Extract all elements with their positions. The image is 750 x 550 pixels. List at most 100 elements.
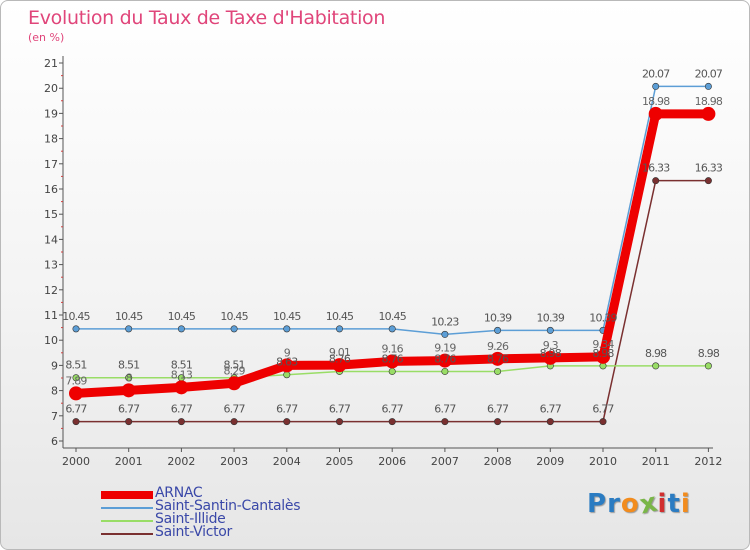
y-tick-label: 16 — [44, 183, 58, 196]
data-label: 16.33 — [642, 162, 670, 175]
data-label: 8.76 — [382, 352, 404, 365]
data-point — [230, 418, 238, 426]
data-point — [177, 325, 185, 333]
data-label: 6.77 — [118, 403, 140, 416]
data-point — [543, 350, 558, 365]
data-point — [283, 418, 291, 426]
logo-letter: t — [667, 489, 681, 519]
data-label: 10.45 — [273, 310, 301, 323]
data-point — [437, 353, 452, 368]
data-label: 10.39 — [537, 311, 565, 324]
data-label: 6.77 — [434, 403, 456, 416]
data-label: 8 — [126, 371, 133, 384]
x-tick-label: 2009 — [536, 455, 564, 468]
data-label: 8.51 — [118, 359, 139, 372]
data-point — [227, 376, 242, 391]
data-point — [648, 106, 663, 121]
x-tick-label: 2006 — [378, 455, 406, 468]
data-point — [494, 367, 502, 375]
legend-label: Saint-Santin-Cantalès — [155, 498, 301, 514]
logo-letter: r — [607, 489, 621, 519]
data-label: 9.16 — [382, 342, 404, 355]
data-point — [441, 418, 449, 426]
data-point — [69, 386, 83, 401]
y-tick-label: 7 — [51, 410, 58, 423]
data-label: 6.77 — [276, 403, 298, 416]
data-point — [441, 330, 449, 338]
data-label: 10.45 — [62, 310, 90, 323]
legend-swatch — [101, 533, 153, 535]
data-point — [335, 418, 343, 426]
data-point — [279, 358, 294, 373]
legend-swatch — [101, 491, 153, 499]
x-tick-label: 2011 — [642, 455, 670, 468]
data-label: 20.07 — [642, 67, 670, 80]
legend-label: ARNAC — [155, 485, 203, 501]
logo-letter: P — [587, 489, 608, 519]
data-point — [72, 374, 80, 382]
data-label: 8.76 — [434, 352, 456, 365]
data-label: 8.51 — [171, 359, 192, 372]
data-point — [701, 106, 716, 121]
data-point — [652, 362, 660, 370]
data-point — [72, 325, 80, 333]
data-label: 18.98 — [642, 95, 670, 108]
data-label: 9.3 — [543, 339, 559, 352]
y-tick-label: 19 — [44, 107, 58, 120]
y-tick-label: 14 — [44, 233, 58, 246]
data-label: 8.51 — [223, 359, 244, 372]
data-point — [388, 325, 396, 333]
data-label: 7.89 — [65, 374, 87, 387]
data-label: 8.76 — [329, 352, 351, 365]
data-point — [332, 358, 347, 373]
y-tick-label: 9 — [51, 359, 58, 372]
data-label: 10.39 — [589, 311, 617, 324]
data-point — [385, 354, 400, 369]
data-point — [546, 326, 554, 334]
data-label: 6.77 — [382, 403, 404, 416]
y-tick-label: 20 — [44, 82, 58, 95]
y-tick-label: 13 — [44, 259, 58, 272]
data-label: 8.63 — [276, 356, 298, 369]
y-tick-label: 17 — [44, 158, 58, 171]
chart-subtitle: (en %) — [28, 31, 65, 44]
y-tick-label: 21 — [44, 57, 58, 70]
data-label: 6.77 — [171, 403, 193, 416]
data-label: 6.77 — [487, 403, 509, 416]
data-point — [596, 349, 610, 364]
data-label: 8.98 — [592, 347, 614, 360]
data-point — [174, 380, 189, 395]
logo-letter: i — [657, 489, 668, 519]
y-tick-label: 8 — [51, 385, 58, 398]
data-label: 9.01 — [329, 346, 350, 359]
data-label: 10.23 — [431, 315, 459, 328]
y-tick-label: 12 — [44, 284, 58, 297]
data-label: 10.45 — [220, 310, 248, 323]
data-point — [125, 418, 133, 426]
legend-label: Saint-Victor — [155, 524, 233, 540]
x-tick-label: 2004 — [273, 455, 301, 468]
data-label: 9 — [284, 346, 291, 359]
data-point — [652, 177, 660, 185]
x-tick-label: 2002 — [167, 455, 195, 468]
x-tick-label: 2008 — [484, 455, 512, 468]
data-label: 16.33 — [695, 162, 723, 175]
data-label: 6.77 — [540, 403, 562, 416]
data-point — [704, 177, 712, 185]
logo-letter: o — [620, 489, 640, 519]
data-label: 10.45 — [326, 310, 354, 323]
data-label: 10.45 — [115, 310, 143, 323]
data-label: 6.77 — [329, 403, 351, 416]
data-point — [441, 367, 449, 375]
x-tick-label: 2012 — [694, 455, 722, 468]
data-label: 18.98 — [695, 95, 723, 108]
y-tick-label: 6 — [51, 435, 58, 448]
data-point — [704, 82, 712, 90]
data-label: 9.19 — [434, 342, 456, 355]
data-label: 6.77 — [223, 403, 245, 416]
data-label: 9.34 — [592, 338, 614, 351]
x-tick-label: 2001 — [115, 455, 143, 468]
data-point — [388, 367, 396, 375]
